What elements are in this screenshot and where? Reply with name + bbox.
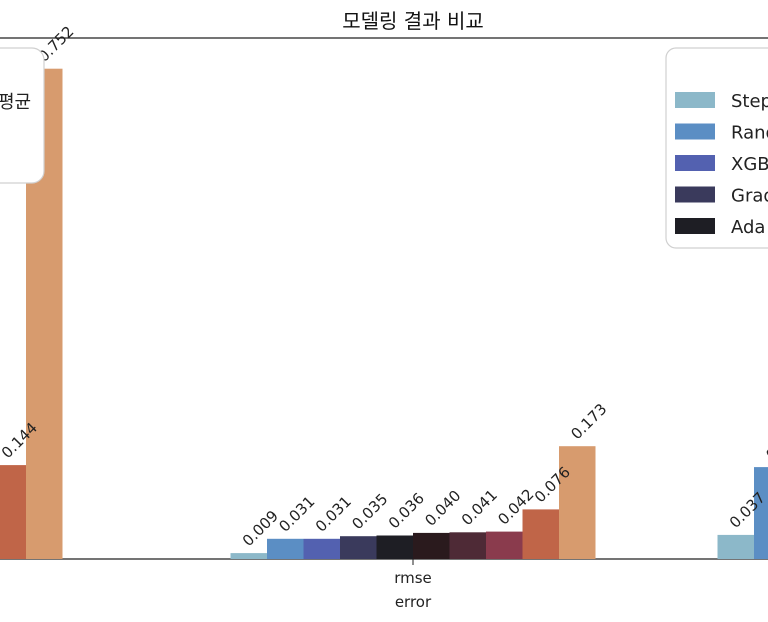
legend-swatch-4 — [675, 218, 715, 234]
bar-group-1-2 — [303, 538, 340, 559]
legend-label-2: XGB — [731, 154, 768, 175]
legend-label-0: Step — [731, 91, 768, 112]
legend-left-text: 평균 — [0, 92, 31, 113]
legend-swatch-2 — [675, 155, 715, 171]
x-tick-label-rmse: rmse — [394, 569, 432, 587]
legend-label-3: Grad — [731, 186, 768, 207]
bars-layer — [0, 68, 768, 559]
legend-swatch-3 — [675, 186, 715, 203]
bar-group-1-9 — [559, 446, 596, 559]
bar-group-0-2 — [0, 465, 26, 559]
legend-left: 평균 — [0, 47, 45, 184]
bar-group-1-7 — [486, 531, 523, 559]
legend-swatch-1 — [675, 123, 715, 140]
bar-group-1-8 — [522, 509, 559, 559]
legend-left-frame — [0, 47, 45, 184]
data-label-group-1-2: 0.031 — [312, 493, 355, 536]
x-axis-label: error — [395, 593, 432, 611]
data-label-group-1-4: 0.036 — [385, 489, 428, 532]
data-label-group-2-1: 0.141 — [762, 421, 768, 464]
data-labels-layer: 0.0410.0430.1440.7520.0090.0310.0310.035… — [0, 22, 768, 550]
data-label-group-1-6: 0.041 — [458, 486, 501, 529]
data-label-group-1-5: 0.040 — [421, 487, 464, 530]
chart-title: 모델링 결과 비교 — [342, 9, 484, 33]
legend-label-4: Ada — [731, 217, 765, 238]
legend-swatch-0 — [675, 92, 715, 108]
bar-group-1-6 — [449, 532, 486, 559]
data-label-group-1-1: 0.031 — [275, 493, 318, 536]
bar-group-1-5 — [413, 532, 450, 559]
bar-group-1-1 — [267, 538, 304, 559]
data-label-group-1-9: 0.173 — [567, 400, 610, 443]
bar-group-2-0 — [717, 534, 754, 559]
legend-label-1: Rand — [731, 123, 768, 144]
bar-group-1-4 — [376, 535, 413, 559]
bar-group-1-0 — [230, 553, 267, 559]
legend-right: Step Rand XGB Grad Ada — [665, 47, 768, 249]
bar-group-2-1 — [754, 467, 768, 559]
data-label-group-1-3: 0.035 — [348, 490, 391, 533]
bar-group-1-3 — [340, 536, 377, 559]
